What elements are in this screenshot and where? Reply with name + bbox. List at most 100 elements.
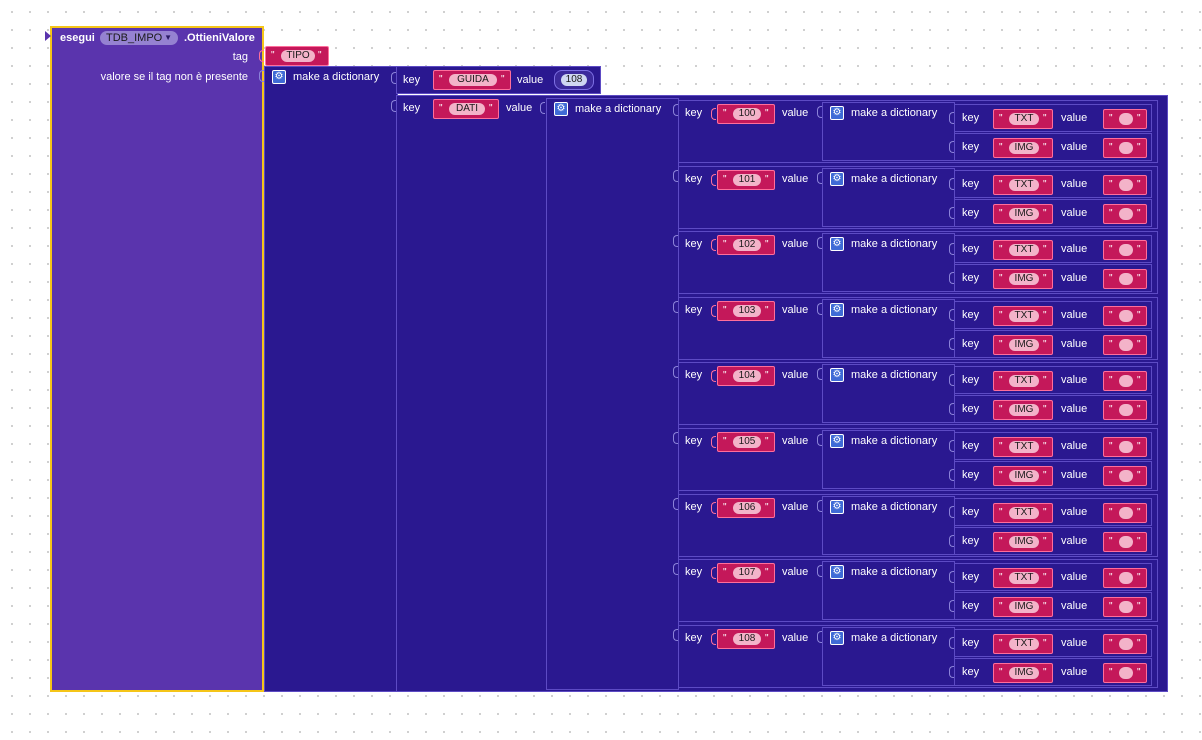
gear-icon[interactable]: ⚙ xyxy=(272,70,286,84)
text-block-inner-key[interactable]: " TXT " xyxy=(993,568,1053,588)
text-value[interactable] xyxy=(1119,142,1133,154)
text-value[interactable]: IMG xyxy=(1009,339,1039,351)
text-block-dati[interactable]: " DATI " xyxy=(433,99,499,119)
make-dictionary-block-entry[interactable]: ⚙ make a dictionary xyxy=(822,496,955,555)
text-block-entry-key[interactable]: " 108 " xyxy=(717,629,775,649)
text-value[interactable] xyxy=(1119,536,1133,548)
component-dropdown[interactable]: TDB_IMPO ▼ xyxy=(100,31,178,45)
gear-icon[interactable]: ⚙ xyxy=(830,172,844,186)
text-block-inner-key[interactable]: " IMG " xyxy=(993,204,1053,224)
text-block-inner-key[interactable]: " TXT " xyxy=(993,634,1053,654)
gear-icon[interactable]: ⚙ xyxy=(830,565,844,579)
pair-block-inner[interactable]: key " IMG " value " " xyxy=(954,199,1152,227)
text-value[interactable]: IMG xyxy=(1009,667,1039,679)
text-block-inner-key[interactable]: " IMG " xyxy=(993,532,1053,552)
gear-icon[interactable]: ⚙ xyxy=(830,368,844,382)
pair-block-inner[interactable]: key " IMG " value " " xyxy=(954,330,1152,358)
text-block-inner-value[interactable]: " " xyxy=(1103,597,1147,617)
text-value[interactable] xyxy=(1119,507,1133,519)
text-value[interactable]: TXT xyxy=(1009,310,1039,322)
text-value[interactable]: IMG xyxy=(1009,470,1039,482)
text-block-inner-value[interactable]: " " xyxy=(1103,466,1147,486)
pair-block-inner[interactable]: key " IMG " value " " xyxy=(954,395,1152,423)
text-value[interactable]: 102 xyxy=(733,239,761,251)
text-value[interactable] xyxy=(1119,667,1133,679)
gear-icon[interactable]: ⚙ xyxy=(830,631,844,645)
text-value[interactable] xyxy=(1119,339,1133,351)
gear-icon[interactable]: ⚙ xyxy=(830,237,844,251)
text-value[interactable]: IMG xyxy=(1009,601,1039,613)
pair-block-inner[interactable]: key " TXT " value " " xyxy=(954,498,1152,526)
text-block-inner-key[interactable]: " IMG " xyxy=(993,663,1053,683)
text-value[interactable] xyxy=(1119,638,1133,650)
text-block-inner-key[interactable]: " IMG " xyxy=(993,466,1053,486)
text-value[interactable]: TXT xyxy=(1009,179,1039,191)
text-value[interactable] xyxy=(1119,470,1133,482)
text-value[interactable]: TXT xyxy=(1009,113,1039,125)
make-dictionary-block-entry[interactable]: ⚙ make a dictionary xyxy=(822,299,955,358)
pair-block-inner[interactable]: key " TXT " value " " xyxy=(954,366,1152,394)
pair-block-inner[interactable]: key " IMG " value " " xyxy=(954,527,1152,555)
pair-block-inner[interactable]: key " TXT " value " " xyxy=(954,301,1152,329)
make-dictionary-block-entry[interactable]: ⚙ make a dictionary xyxy=(822,233,955,292)
gear-icon[interactable]: ⚙ xyxy=(830,434,844,448)
text-block-entry-key[interactable]: " 102 " xyxy=(717,235,775,255)
pair-block-inner[interactable]: key " TXT " value " " xyxy=(954,235,1152,263)
text-block-inner-value[interactable]: " " xyxy=(1103,109,1147,129)
text-block-inner-key[interactable]: " TXT " xyxy=(993,175,1053,195)
pair-block-inner[interactable]: key " IMG " value " " xyxy=(954,264,1152,292)
text-block-entry-key[interactable]: " 101 " xyxy=(717,170,775,190)
text-value[interactable]: GUIDA xyxy=(449,74,497,86)
text-block-inner-value[interactable]: " " xyxy=(1103,437,1147,457)
text-value[interactable]: 105 xyxy=(733,436,761,448)
text-value[interactable] xyxy=(1119,601,1133,613)
text-value[interactable]: TIPO xyxy=(281,50,315,62)
text-value[interactable]: TXT xyxy=(1009,638,1039,650)
text-value[interactable]: 108 xyxy=(733,633,761,645)
pair-block-inner[interactable]: key " TXT " value " " xyxy=(954,432,1152,460)
text-block-inner-value[interactable]: " " xyxy=(1103,138,1147,158)
make-dictionary-block-entry[interactable]: ⚙ make a dictionary xyxy=(822,364,955,423)
text-value[interactable]: IMG xyxy=(1009,142,1039,154)
text-block-inner-value[interactable]: " " xyxy=(1103,306,1147,326)
text-block-inner-value[interactable]: " " xyxy=(1103,371,1147,391)
gear-icon[interactable]: ⚙ xyxy=(554,102,568,116)
text-value[interactable]: IMG xyxy=(1009,404,1039,416)
text-block-entry-key[interactable]: " 103 " xyxy=(717,301,775,321)
text-value[interactable] xyxy=(1119,572,1133,584)
text-value[interactable] xyxy=(1119,113,1133,125)
text-value[interactable]: 106 xyxy=(733,502,761,514)
pair-block-inner[interactable]: key " IMG " value " " xyxy=(954,461,1152,489)
pair-block-inner[interactable]: key " TXT " value " " xyxy=(954,563,1152,591)
get-value-block[interactable]: esegui TDB_IMPO ▼ .OttieniValore tag val… xyxy=(50,26,264,692)
gear-icon[interactable]: ⚙ xyxy=(830,500,844,514)
text-block-inner-key[interactable]: " TXT " xyxy=(993,306,1053,326)
text-block-entry-key[interactable]: " 106 " xyxy=(717,498,775,518)
text-value[interactable]: 101 xyxy=(733,174,761,186)
text-value[interactable]: TXT xyxy=(1009,507,1039,519)
text-value[interactable]: DATI xyxy=(449,103,485,115)
text-value[interactable]: TXT xyxy=(1009,244,1039,256)
pair-block-inner[interactable]: key " IMG " value " " xyxy=(954,592,1152,620)
text-block-tipo[interactable]: " TIPO " xyxy=(265,46,329,66)
make-dictionary-block-entry[interactable]: ⚙ make a dictionary xyxy=(822,168,955,227)
make-dictionary-block-dati[interactable]: ⚙ make a dictionary xyxy=(546,98,679,690)
text-block-inner-value[interactable]: " " xyxy=(1103,532,1147,552)
text-block-inner-value[interactable]: " " xyxy=(1103,400,1147,420)
text-block-inner-value[interactable]: " " xyxy=(1103,568,1147,588)
text-block-inner-value[interactable]: " " xyxy=(1103,204,1147,224)
gear-icon[interactable]: ⚙ xyxy=(830,303,844,317)
make-dictionary-block-entry[interactable]: ⚙ make a dictionary xyxy=(822,627,955,686)
text-value[interactable]: TXT xyxy=(1009,441,1039,453)
text-block-inner-value[interactable]: " " xyxy=(1103,175,1147,195)
text-block-inner-key[interactable]: " TXT " xyxy=(993,437,1053,457)
text-value[interactable]: 107 xyxy=(733,567,761,579)
text-block-inner-value[interactable]: " " xyxy=(1103,335,1147,355)
text-block-inner-key[interactable]: " TXT " xyxy=(993,240,1053,260)
text-value[interactable] xyxy=(1119,404,1133,416)
text-block-entry-key[interactable]: " 107 " xyxy=(717,563,775,583)
make-dictionary-block-entry[interactable]: ⚙ make a dictionary xyxy=(822,561,955,620)
text-block-inner-value[interactable]: " " xyxy=(1103,240,1147,260)
text-block-inner-key[interactable]: " TXT " xyxy=(993,371,1053,391)
text-value[interactable]: IMG xyxy=(1009,273,1039,285)
